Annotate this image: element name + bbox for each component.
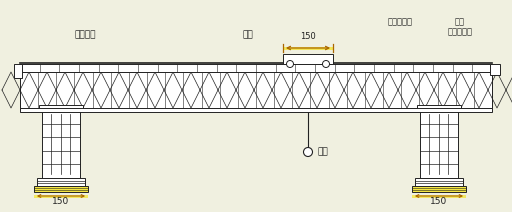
- Text: 150: 150: [52, 198, 70, 206]
- Text: 反生吊桥机: 反生吊桥机: [388, 18, 413, 26]
- Bar: [20, 64, 492, 72]
- Circle shape: [287, 60, 293, 67]
- Text: 150: 150: [300, 32, 316, 41]
- Bar: [20, 72, 492, 108]
- Bar: [283, 46, 333, 49]
- Bar: [37, 178, 85, 186]
- Bar: [42, 110, 80, 178]
- Text: 天车: 天车: [455, 18, 465, 26]
- Circle shape: [304, 148, 312, 156]
- Bar: [20, 72, 492, 108]
- Circle shape: [323, 60, 330, 67]
- Bar: [34, 186, 88, 192]
- Text: 侧桥吊车: 侧桥吊车: [74, 31, 96, 39]
- Bar: [34, 194, 88, 198]
- Text: 在引吊桥机: 在引吊桥机: [447, 28, 473, 36]
- Bar: [490, 64, 500, 75]
- Bar: [415, 178, 463, 186]
- Bar: [20, 108, 492, 112]
- Bar: [420, 110, 458, 178]
- Bar: [14, 64, 22, 78]
- Text: 吊钩: 吊钩: [317, 148, 328, 156]
- Bar: [417, 105, 461, 110]
- Bar: [39, 105, 83, 110]
- Text: 150: 150: [431, 198, 447, 206]
- Bar: [412, 194, 466, 198]
- Bar: [283, 54, 333, 64]
- Text: 天车: 天车: [243, 31, 253, 39]
- Bar: [412, 186, 466, 192]
